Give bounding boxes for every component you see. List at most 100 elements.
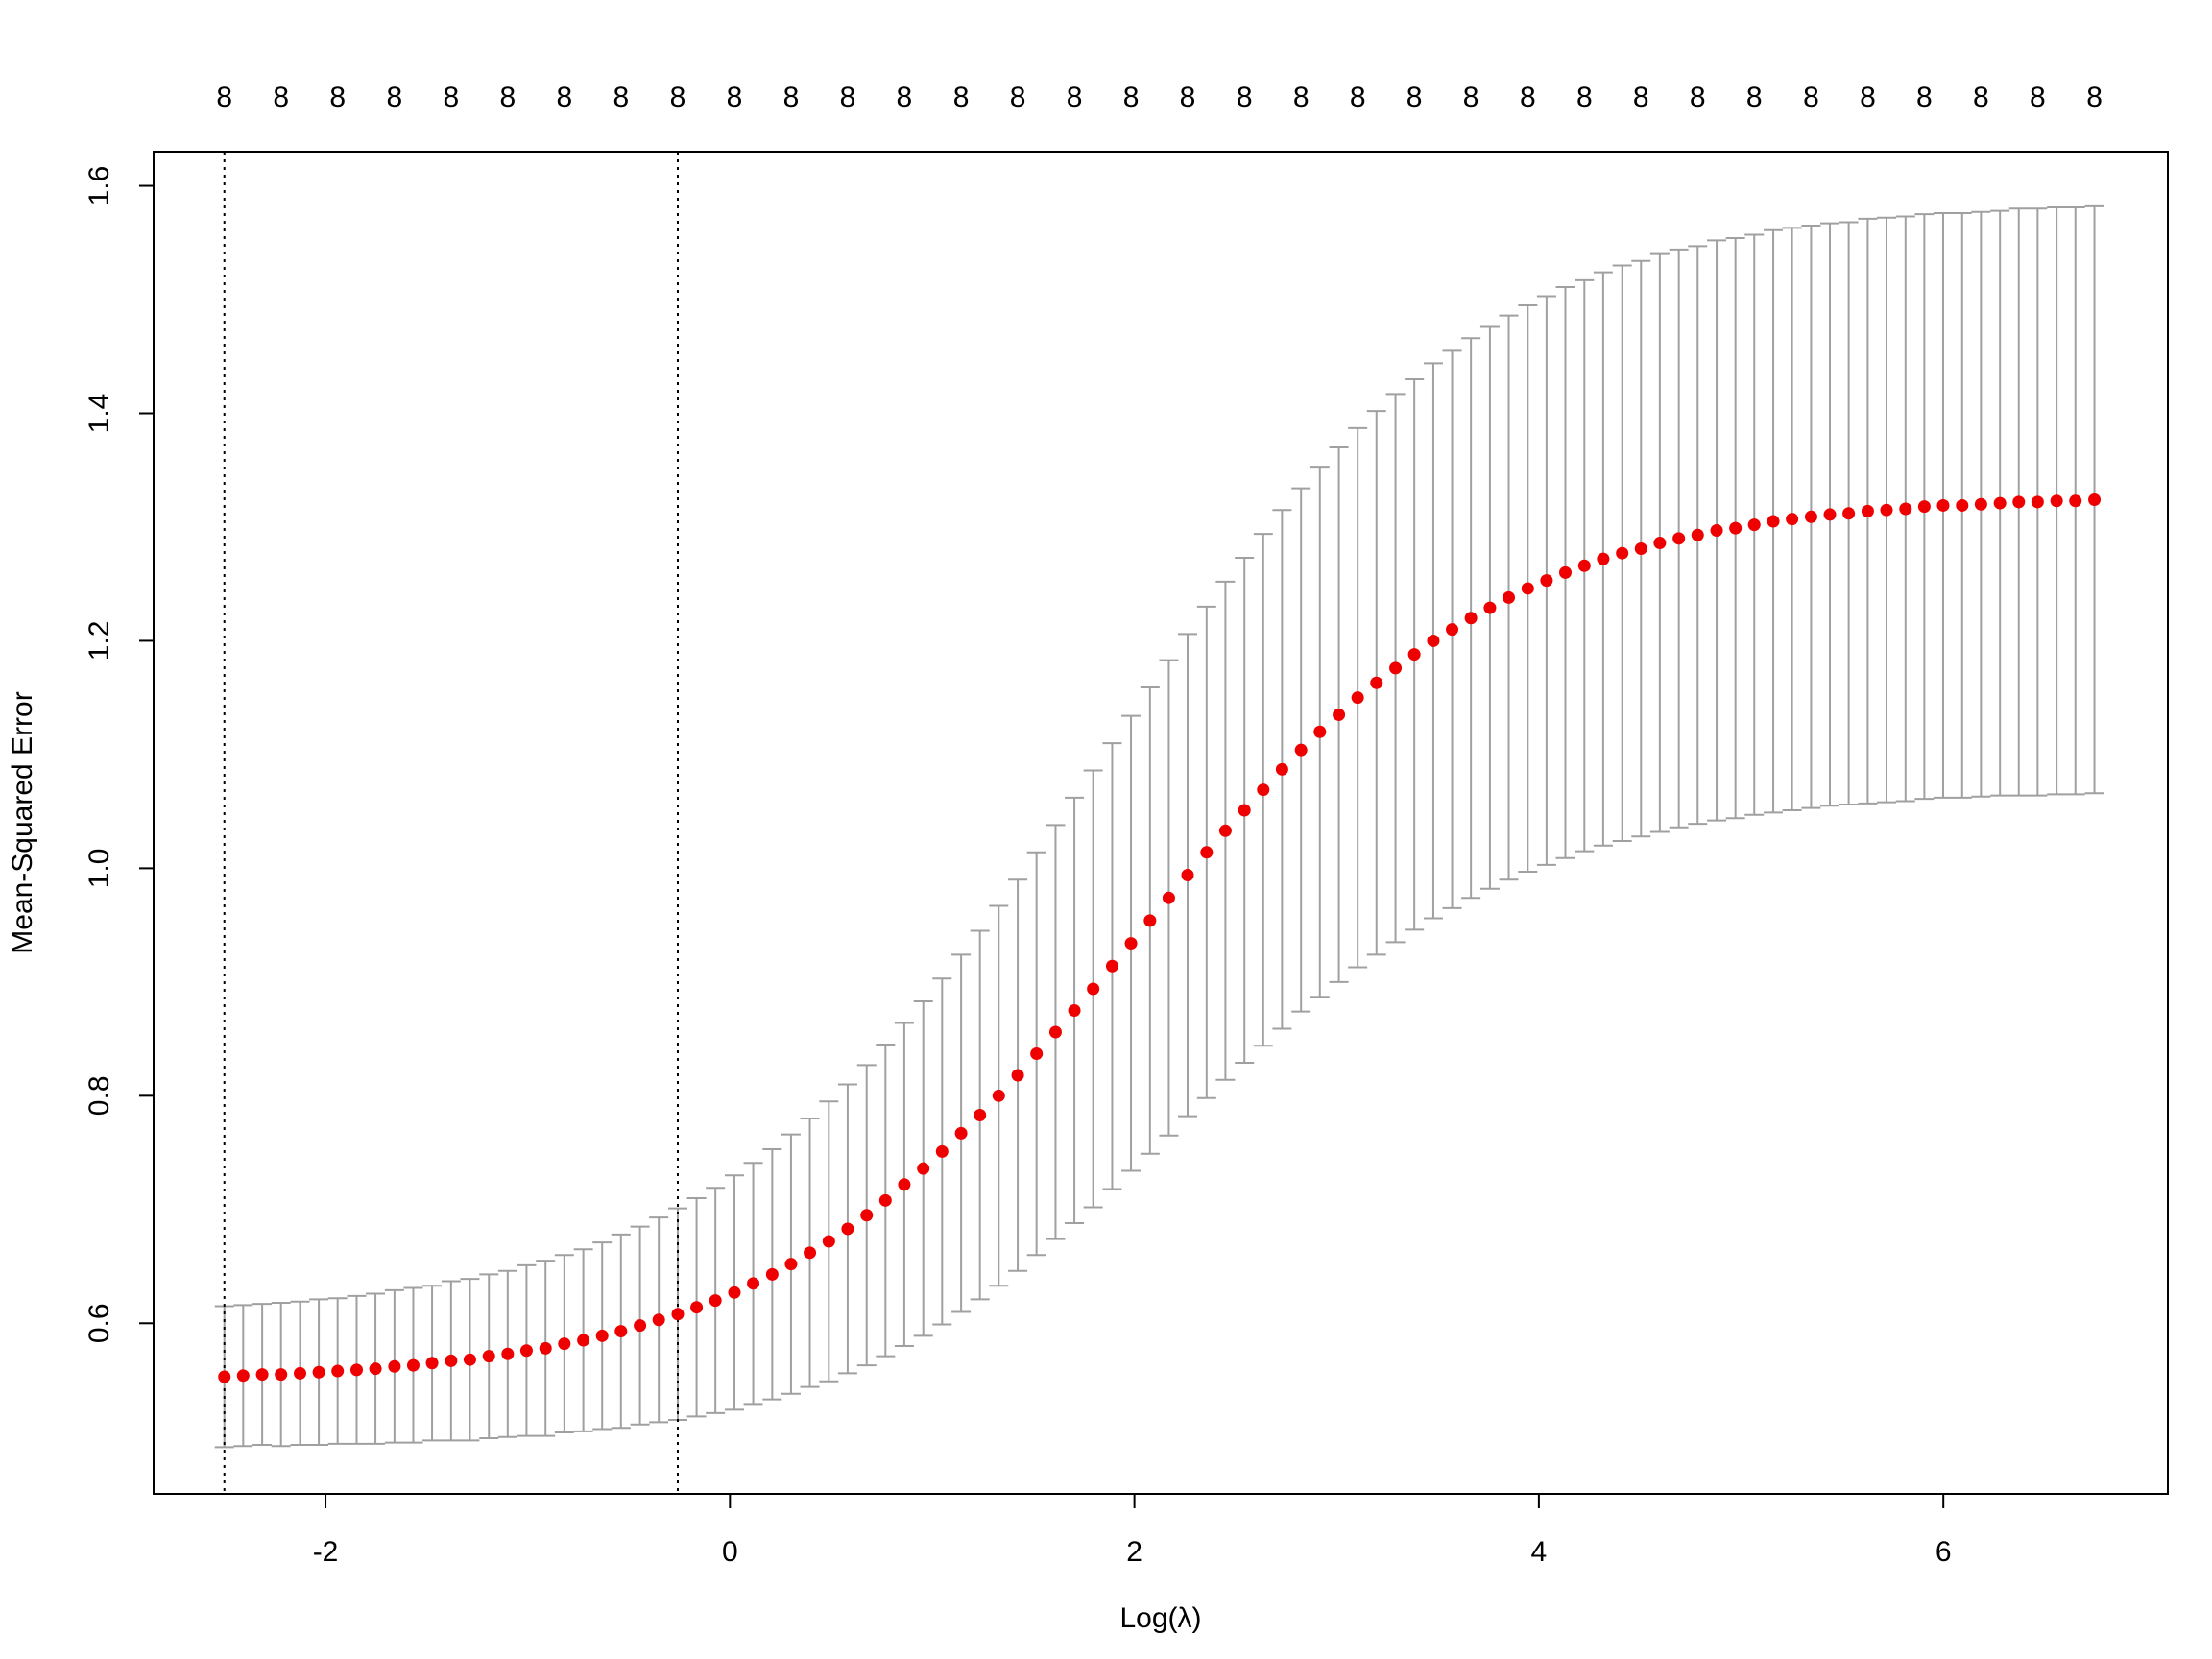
- point: [1143, 914, 1157, 927]
- top-count-label: 8: [499, 82, 516, 113]
- x-tick-label: 6: [1936, 1536, 1952, 1568]
- top-count-label: 8: [953, 82, 970, 113]
- top-count-label: 8: [1237, 82, 1253, 113]
- top-count-label: 8: [897, 82, 913, 113]
- point: [331, 1364, 345, 1378]
- top-count-label: 8: [1293, 82, 1310, 113]
- point: [1597, 552, 1610, 565]
- top-count-label: 8: [1746, 82, 1763, 113]
- top-count-label: 8: [2086, 82, 2103, 113]
- point: [1238, 804, 1251, 817]
- point: [519, 1344, 533, 1358]
- point: [992, 1089, 1005, 1102]
- point: [1729, 521, 1743, 535]
- point: [406, 1358, 420, 1372]
- y-tick-label: 0.8: [84, 1075, 115, 1116]
- y-tick-label: 1.6: [84, 166, 115, 206]
- point: [1257, 783, 1270, 797]
- x-axis-label: Log(λ): [1119, 1602, 1201, 1634]
- top-count-label: 8: [783, 82, 800, 113]
- x-tick-label: -2: [313, 1536, 339, 1568]
- point: [1974, 497, 1987, 511]
- top-count-label: 8: [329, 82, 346, 113]
- top-count-label: 8: [273, 82, 289, 113]
- point: [255, 1368, 269, 1382]
- point: [784, 1258, 798, 1271]
- point: [917, 1162, 930, 1175]
- top-count-label: 8: [1576, 82, 1593, 113]
- top-count-label: 8: [613, 82, 629, 113]
- point: [709, 1294, 722, 1308]
- point: [312, 1365, 325, 1379]
- top-count-label: 8: [670, 82, 686, 113]
- top-count-label: 8: [1860, 82, 1876, 113]
- point: [1030, 1047, 1044, 1061]
- y-axis-label: Mean-Squared Error: [7, 691, 38, 953]
- point: [935, 1144, 949, 1158]
- point: [2069, 494, 2082, 508]
- point: [1048, 1025, 1062, 1039]
- point: [1162, 891, 1175, 904]
- point: [1936, 498, 1950, 512]
- point: [747, 1277, 760, 1290]
- point: [1427, 634, 1440, 647]
- top-count-label: 8: [1973, 82, 1989, 113]
- y-tick-label: 1.2: [84, 621, 115, 661]
- point: [1804, 510, 1817, 523]
- point: [2012, 495, 2026, 509]
- point: [652, 1313, 665, 1327]
- point: [1351, 691, 1364, 705]
- point: [275, 1368, 288, 1382]
- point: [388, 1359, 401, 1373]
- point: [1087, 982, 1100, 996]
- point: [369, 1362, 382, 1376]
- point: [671, 1308, 685, 1321]
- point: [841, 1222, 854, 1236]
- point: [1105, 959, 1118, 973]
- point: [1200, 846, 1214, 859]
- point: [1275, 762, 1288, 776]
- x-tick-label: 4: [1531, 1536, 1548, 1568]
- point: [1389, 661, 1403, 675]
- point: [1407, 648, 1421, 661]
- point: [1691, 528, 1704, 541]
- top-count-label: 8: [216, 82, 232, 113]
- top-count-label: 8: [1690, 82, 1706, 113]
- point: [1218, 824, 1232, 837]
- point: [1558, 565, 1572, 579]
- point: [954, 1126, 968, 1140]
- point: [974, 1108, 987, 1121]
- point: [765, 1267, 779, 1281]
- point: [1672, 532, 1686, 545]
- point: [501, 1347, 515, 1360]
- point: [1464, 612, 1478, 625]
- top-count-label: 8: [1803, 82, 1819, 113]
- point: [1181, 868, 1194, 881]
- point: [445, 1354, 458, 1367]
- top-count-label: 8: [727, 82, 743, 113]
- top-count-label: 8: [1123, 82, 1140, 113]
- top-count-label: 8: [1916, 82, 1933, 113]
- point: [822, 1235, 835, 1248]
- point: [1710, 524, 1723, 538]
- point: [1294, 743, 1308, 757]
- point: [804, 1246, 817, 1260]
- point: [1446, 623, 1459, 637]
- point: [1011, 1069, 1024, 1082]
- point: [1503, 590, 1516, 604]
- point: [1483, 601, 1497, 614]
- y-tick-label: 1.4: [84, 394, 115, 434]
- top-count-label: 8: [2030, 82, 2046, 113]
- point: [1124, 937, 1138, 950]
- point: [1068, 1003, 1081, 1017]
- point: [2050, 494, 2063, 508]
- point: [349, 1363, 363, 1377]
- top-count-label: 8: [1463, 82, 1479, 113]
- point: [595, 1329, 609, 1342]
- point: [539, 1341, 552, 1355]
- top-count-label: 8: [1350, 82, 1366, 113]
- point: [1842, 507, 1856, 520]
- point: [577, 1334, 590, 1347]
